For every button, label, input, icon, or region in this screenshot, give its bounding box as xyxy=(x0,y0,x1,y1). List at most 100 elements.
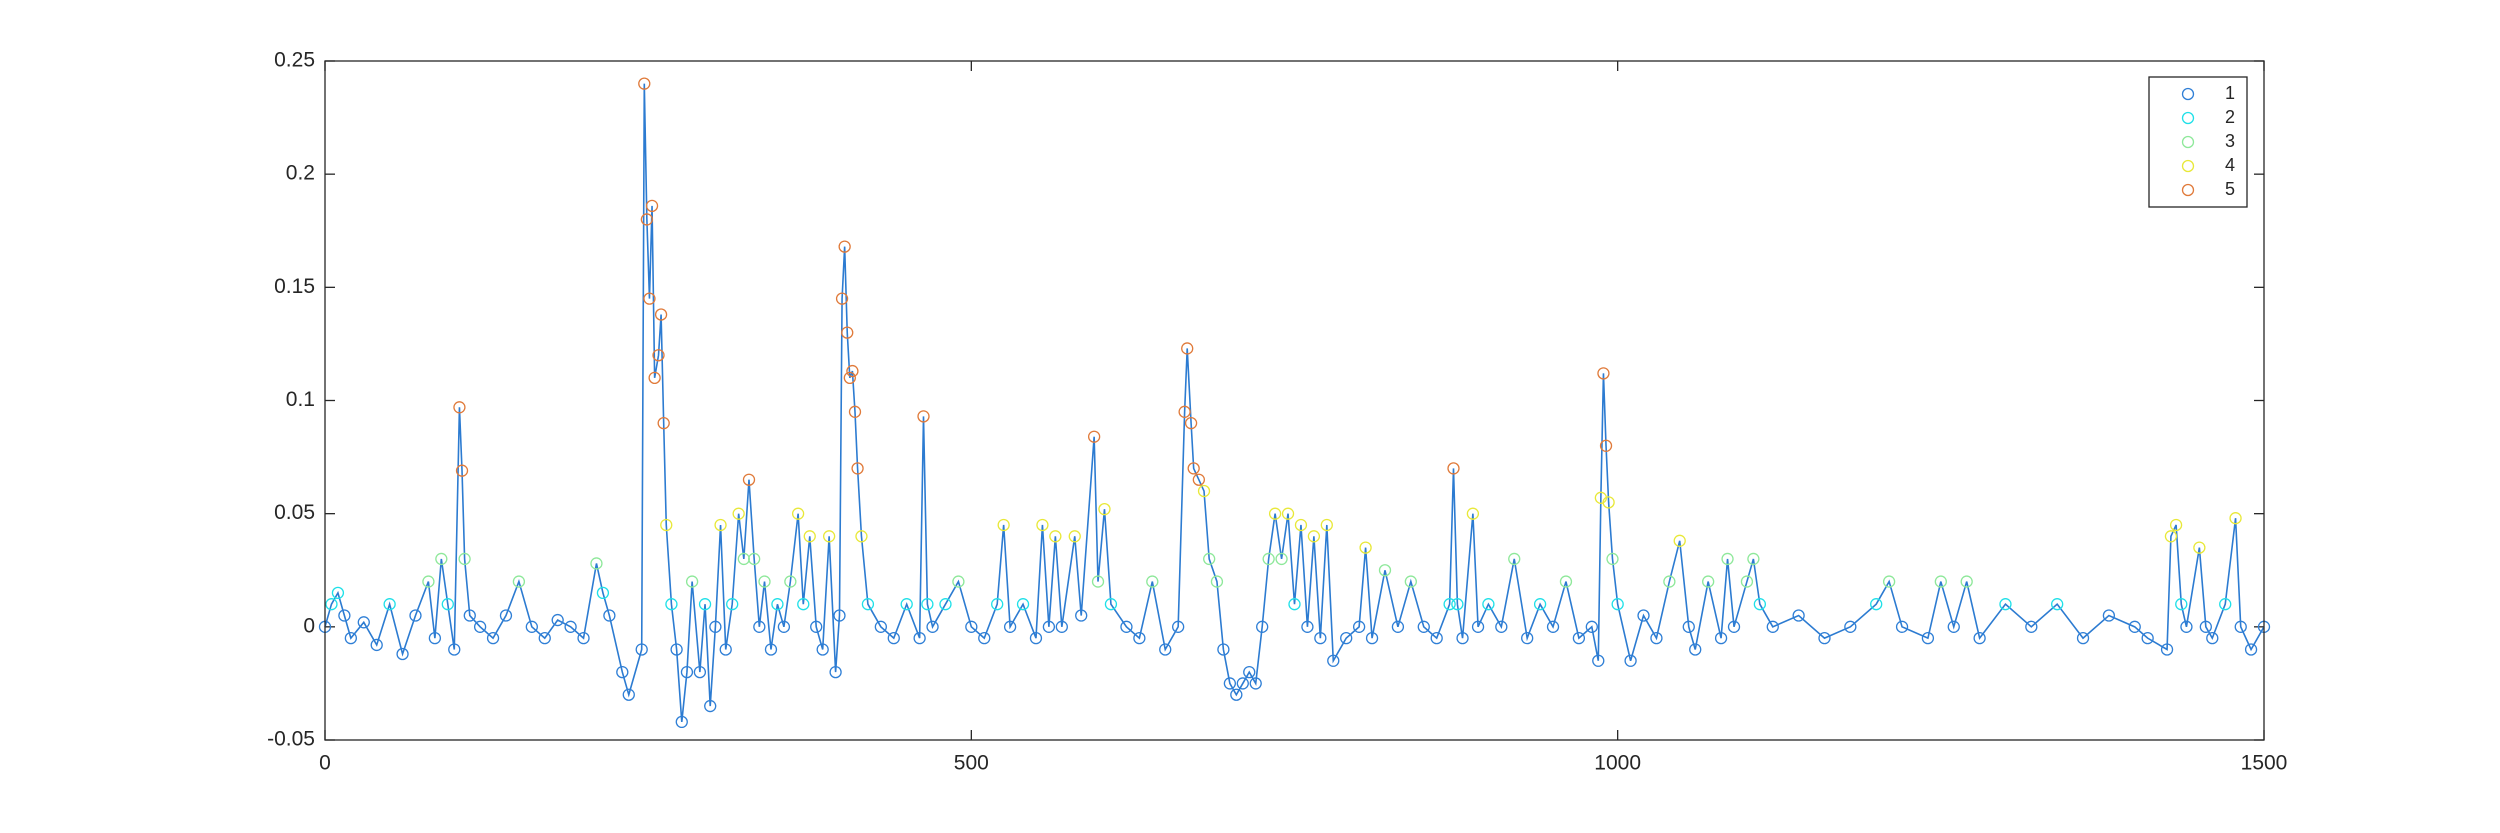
legend-marker xyxy=(2181,183,2195,197)
data-marker xyxy=(726,598,739,611)
data-marker xyxy=(1210,575,1224,588)
data-marker xyxy=(1262,552,1275,566)
data-marker xyxy=(2051,598,2064,611)
data-marker xyxy=(1249,677,1262,690)
data-marker xyxy=(648,371,661,385)
data-marker xyxy=(913,632,926,645)
data-marker xyxy=(1404,575,1417,588)
data-marker xyxy=(1016,598,1030,611)
data-marker xyxy=(797,598,810,611)
data-marker xyxy=(660,518,673,532)
data-marker xyxy=(645,199,659,213)
data-marker xyxy=(622,688,635,701)
data-marker xyxy=(538,632,551,645)
data-marker xyxy=(1055,620,1068,633)
data-marker xyxy=(1184,416,1198,430)
data-marker xyxy=(383,598,396,611)
data-marker xyxy=(748,552,761,566)
y-tick-label: -0.05 xyxy=(267,728,315,751)
data-marker xyxy=(1288,598,1301,611)
data-marker xyxy=(829,665,842,679)
data-marker xyxy=(1003,620,1017,633)
data-marker xyxy=(2160,643,2174,656)
y-tick-label: 0 xyxy=(303,614,315,637)
x-tick-label: 1500 xyxy=(2241,752,2288,775)
y-tick-label: 0.15 xyxy=(274,275,315,298)
data-marker xyxy=(939,598,952,611)
data-marker xyxy=(435,552,448,566)
data-marker xyxy=(635,643,648,656)
data-marker xyxy=(833,609,846,622)
data-line xyxy=(324,83,2265,722)
data-marker xyxy=(577,632,590,645)
data-marker xyxy=(1882,575,1896,588)
data-marker xyxy=(344,632,358,645)
data-marker xyxy=(564,620,577,633)
data-marker xyxy=(486,632,500,645)
data-marker xyxy=(843,371,856,385)
data-marker xyxy=(331,586,345,600)
data-marker xyxy=(338,609,351,622)
data-marker xyxy=(1934,575,1947,588)
data-marker xyxy=(680,665,694,679)
data-marker xyxy=(643,292,656,305)
legend-marker xyxy=(2181,135,2195,149)
data-marker xyxy=(2219,598,2232,611)
data-marker xyxy=(1844,620,1857,633)
data-marker xyxy=(709,620,722,633)
data-marker xyxy=(1230,688,1243,701)
data-marker xyxy=(991,598,1004,611)
data-marker xyxy=(1689,643,1702,656)
data-marker xyxy=(1340,632,1353,645)
data-marker xyxy=(512,575,526,588)
data-marker xyxy=(1456,632,1469,645)
data-marker xyxy=(1702,575,1715,588)
data-marker xyxy=(1921,632,1935,645)
data-marker xyxy=(771,598,784,611)
data-marker xyxy=(1673,534,1686,547)
data-marker xyxy=(325,598,338,611)
data-marker xyxy=(851,462,864,475)
data-marker xyxy=(887,632,900,645)
data-marker xyxy=(1466,507,1480,520)
data-marker xyxy=(742,473,756,486)
data-marker xyxy=(777,620,791,633)
axes-box xyxy=(324,60,2265,741)
data-marker xyxy=(1766,620,1779,633)
data-marker xyxy=(1447,462,1460,475)
data-marker xyxy=(1042,620,1056,633)
data-marker xyxy=(455,464,469,477)
data-marker xyxy=(1256,620,1269,633)
data-marker xyxy=(1172,620,1185,633)
data-marker xyxy=(1624,654,1637,667)
data-marker xyxy=(978,632,991,645)
data-marker xyxy=(1430,632,1443,645)
data-marker xyxy=(1178,405,1191,418)
data-marker xyxy=(1091,575,1105,588)
data-marker xyxy=(616,665,629,679)
data-marker xyxy=(458,552,471,566)
data-marker xyxy=(822,530,836,543)
data-marker xyxy=(1740,575,1754,588)
data-marker xyxy=(1451,598,1464,611)
legend-label: 1 xyxy=(2225,83,2235,103)
data-marker xyxy=(764,643,778,656)
legend-label: 4 xyxy=(2225,155,2235,175)
data-marker xyxy=(1606,552,1619,566)
data-marker xyxy=(1602,496,1615,509)
data-marker xyxy=(2141,632,2154,645)
data-marker xyxy=(791,507,805,520)
data-marker xyxy=(1281,507,1295,520)
data-marker xyxy=(640,213,654,226)
data-marker xyxy=(803,530,816,543)
data-marker xyxy=(1495,620,1508,633)
data-marker xyxy=(732,507,745,520)
data-marker xyxy=(1753,598,1767,611)
data-marker xyxy=(2076,632,2090,645)
data-marker xyxy=(758,575,771,588)
data-marker xyxy=(1029,632,1043,645)
data-marker xyxy=(422,575,435,588)
data-marker xyxy=(1301,620,1314,633)
data-marker xyxy=(952,575,965,588)
